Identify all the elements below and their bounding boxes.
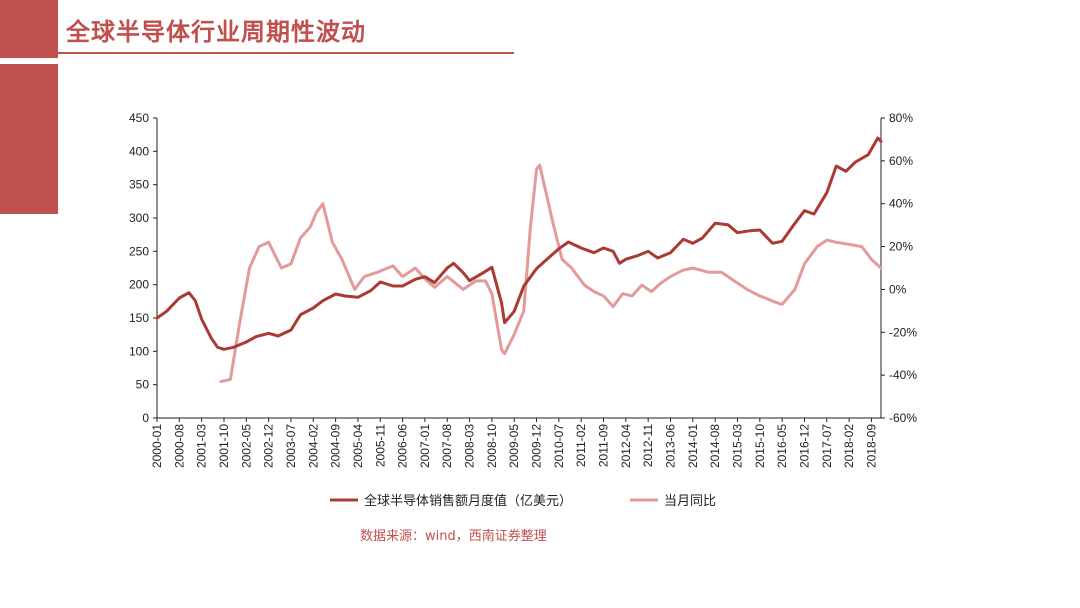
left-tick-label: 250 [129,244,149,258]
sales-series-line [155,136,883,351]
left-tick-label: 100 [129,344,149,358]
page-title: 全球半导体行业周期性波动 [66,18,366,46]
chart-axes: 0 50 100 150 200 250 300 350 400 450 -60% -40% -20% 0… [129,111,917,468]
x-tick-label: 2011-09 [597,424,611,467]
left-tick-label: 300 [129,211,149,225]
accent-block-top [0,0,58,58]
x-tick-label: 2014-08 [708,424,722,468]
x-tick-label: 2009-12 [530,424,544,468]
x-tick-label: 2008-10 [485,424,499,468]
x-tick-label: 2005-04 [351,424,365,468]
x-tick-label: 2008-03 [463,424,477,468]
right-tick-label: 60% [889,154,913,168]
x-tick-label: 2015-10 [753,424,767,468]
title-underline [58,52,514,54]
left-tick-label: 50 [136,378,150,392]
x-tick-label: 2018-02 [842,424,856,468]
x-tick-label: 2015-03 [730,424,744,468]
x-tick-label: 2003-07 [284,424,298,468]
x-tick-label: 2014-01 [686,424,700,468]
right-tick-label: 40% [889,197,913,211]
yoy-series-line [219,163,883,384]
x-tick-label: 2011-02 [574,424,588,467]
left-tick-label: 200 [129,278,149,292]
right-tick-label: 0% [889,282,907,296]
right-tick-label: -40% [889,368,917,382]
x-tick-label: 2004-02 [306,424,320,468]
x-tick-label: 2001-03 [195,424,209,468]
legend-label-sales: 全球半导体销售额月度值（亿美元） [364,493,572,509]
x-tick-label: 2002-12 [262,424,276,468]
right-tick-label: -20% [889,325,917,339]
right-tick-label: 20% [889,240,913,254]
x-tick-label: 2002-05 [239,424,253,468]
x-tick-label: 2016-12 [797,424,811,468]
x-tick-label: 2007-01 [418,424,432,468]
right-tick-label: 80% [889,111,913,125]
x-tick-label: 2006-06 [396,424,410,468]
x-tick-label: 2004-09 [329,424,343,468]
accent-block-side [0,64,58,214]
x-tick-label: 2001-10 [217,424,231,468]
x-tick-label: 2018-09 [864,424,878,468]
x-tick-label: 2017-07 [820,424,834,468]
right-tick-label: -60% [889,411,917,425]
x-tick-label: 2000-08 [172,424,186,468]
legend-label-yoy: 当月同比 [664,494,716,509]
x-tick-label: 2005-11 [373,424,387,467]
x-tick-label: 2013-06 [663,424,677,468]
x-tick-label: 2012-04 [619,424,633,468]
x-tick-label: 2010-07 [552,424,566,468]
x-tick-label: 2016-05 [775,424,789,468]
left-tick-label: 350 [129,178,149,192]
x-tick-label: 2009-05 [507,424,521,468]
x-tick-label: 2012-11 [641,424,655,467]
left-tick-label: 0 [142,411,149,425]
x-tick-label: 2007-08 [440,424,454,468]
left-tick-label: 150 [129,311,149,325]
chart-legend: 全球半导体销售额月度值（亿美元） 当月同比 [330,493,716,509]
left-tick-label: 400 [129,144,149,158]
chart-series [155,136,883,384]
left-tick-label: 450 [129,111,149,125]
data-source-note: 数据来源：wind，西南证券整理 [360,529,547,544]
x-tick-label: 2000-01 [150,424,164,468]
